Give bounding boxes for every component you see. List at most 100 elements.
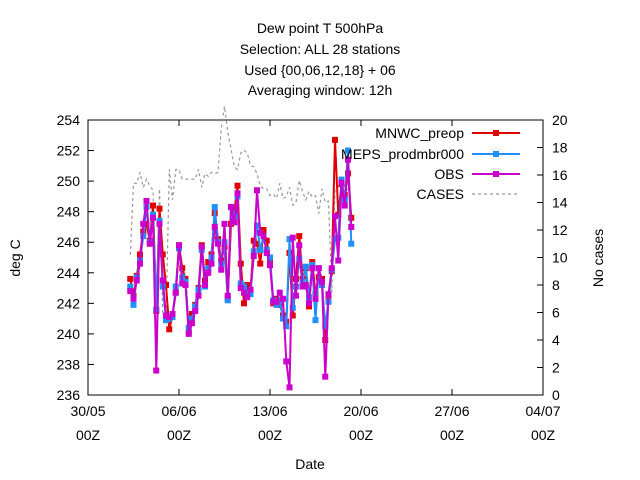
x-tick-label-hour: 00Z	[258, 427, 283, 443]
data-point	[241, 283, 247, 290]
data-point	[244, 294, 251, 301]
data-point	[247, 291, 254, 298]
data-point	[133, 277, 140, 284]
data-point	[335, 211, 342, 218]
data-point	[302, 263, 309, 270]
y2-tick-label: 16	[552, 167, 568, 183]
y2-tick-label: 14	[552, 195, 568, 211]
x-tick-label-date: 20/06	[343, 403, 378, 419]
x-tick-label-date: 06/06	[161, 403, 196, 419]
data-point	[263, 237, 270, 244]
y-tick-label: 242	[57, 295, 81, 311]
data-point	[130, 301, 137, 308]
data-point	[169, 311, 176, 318]
data-point	[338, 176, 345, 183]
data-point	[237, 285, 244, 292]
data-point	[208, 260, 215, 267]
legend-swatch-marker	[493, 171, 499, 177]
data-point	[159, 251, 166, 258]
data-point	[130, 295, 137, 302]
x-tick-label-hour: 00Z	[440, 427, 465, 443]
data-point	[143, 197, 150, 204]
y-axis-label: deg C	[7, 239, 23, 276]
data-point	[257, 260, 264, 267]
data-point	[332, 213, 338, 220]
y-tick-label: 252	[57, 143, 81, 159]
x-tick-label-hour: 00Z	[76, 427, 101, 443]
data-point	[166, 326, 173, 333]
data-point	[221, 220, 228, 227]
data-point	[341, 202, 348, 209]
data-point	[283, 323, 290, 330]
y2-axis-label: No cases	[590, 229, 606, 287]
data-point	[276, 289, 283, 296]
data-point	[293, 292, 299, 299]
legend-label: OBS	[434, 166, 464, 182]
data-point	[218, 266, 225, 273]
x-tick-label-date: 04/07	[525, 403, 560, 419]
data-point	[335, 257, 342, 264]
data-point	[205, 259, 212, 266]
title-line-2: Selection: ALL 28 stations	[239, 41, 401, 57]
y2-tick-label: 12	[552, 222, 568, 238]
data-point	[179, 280, 186, 287]
x-tick-label-hour: 00Z	[531, 427, 556, 443]
y-tick-label: 236	[57, 387, 81, 403]
legend-label: MEPS_prodmbr000	[341, 146, 464, 162]
series-group	[127, 106, 355, 391]
data-point	[345, 156, 351, 163]
data-point	[127, 275, 134, 282]
y-tick-label: 254	[57, 112, 81, 128]
data-point	[312, 295, 319, 302]
data-point	[176, 242, 182, 249]
data-point	[289, 304, 296, 311]
y-tick-label: 244	[57, 265, 81, 281]
y-tick-label: 238	[57, 356, 81, 372]
legend: MNWC_preop MEPS_prodmbr000 OBS CASES	[341, 125, 520, 202]
data-point	[322, 323, 329, 330]
data-point	[289, 234, 296, 241]
data-point	[280, 295, 286, 302]
x-tick-label-date: 13/06	[252, 403, 287, 419]
data-point	[257, 246, 264, 253]
data-point	[244, 282, 251, 288]
y-tick-label: 246	[57, 234, 81, 250]
data-point	[228, 204, 234, 211]
data-point	[211, 223, 218, 230]
data-point	[260, 227, 267, 233]
y2-tick-label: 18	[552, 140, 568, 156]
data-point	[322, 373, 329, 380]
data-point	[169, 314, 176, 321]
data-point	[273, 301, 280, 308]
y2-tick-label: 0	[552, 387, 560, 403]
x-tick-label-hour: 00Z	[167, 427, 192, 443]
legend-label: MNWC_preop	[375, 125, 464, 141]
data-point	[182, 282, 189, 288]
data-point	[205, 265, 212, 272]
title-line-3: Used {00,06,12,18} + 06	[244, 62, 396, 78]
data-point	[254, 240, 260, 247]
data-point	[332, 136, 338, 143]
data-point	[247, 286, 254, 293]
data-point	[309, 265, 316, 272]
data-point	[211, 204, 218, 211]
data-point	[224, 292, 231, 299]
data-point	[260, 233, 267, 240]
data-point	[189, 320, 195, 327]
data-point	[215, 240, 221, 247]
data-point	[267, 254, 273, 261]
data-point	[306, 300, 312, 307]
data-point	[309, 262, 316, 269]
data-point	[224, 297, 231, 304]
data-point	[306, 303, 312, 310]
data-point	[328, 265, 335, 272]
data-point	[283, 358, 290, 365]
data-point	[348, 223, 355, 230]
data-point	[166, 314, 173, 321]
data-point	[198, 243, 205, 250]
data-point	[257, 230, 264, 237]
data-point	[150, 202, 156, 209]
data-point	[182, 278, 189, 285]
data-point	[276, 297, 283, 304]
series-line	[129, 106, 352, 322]
